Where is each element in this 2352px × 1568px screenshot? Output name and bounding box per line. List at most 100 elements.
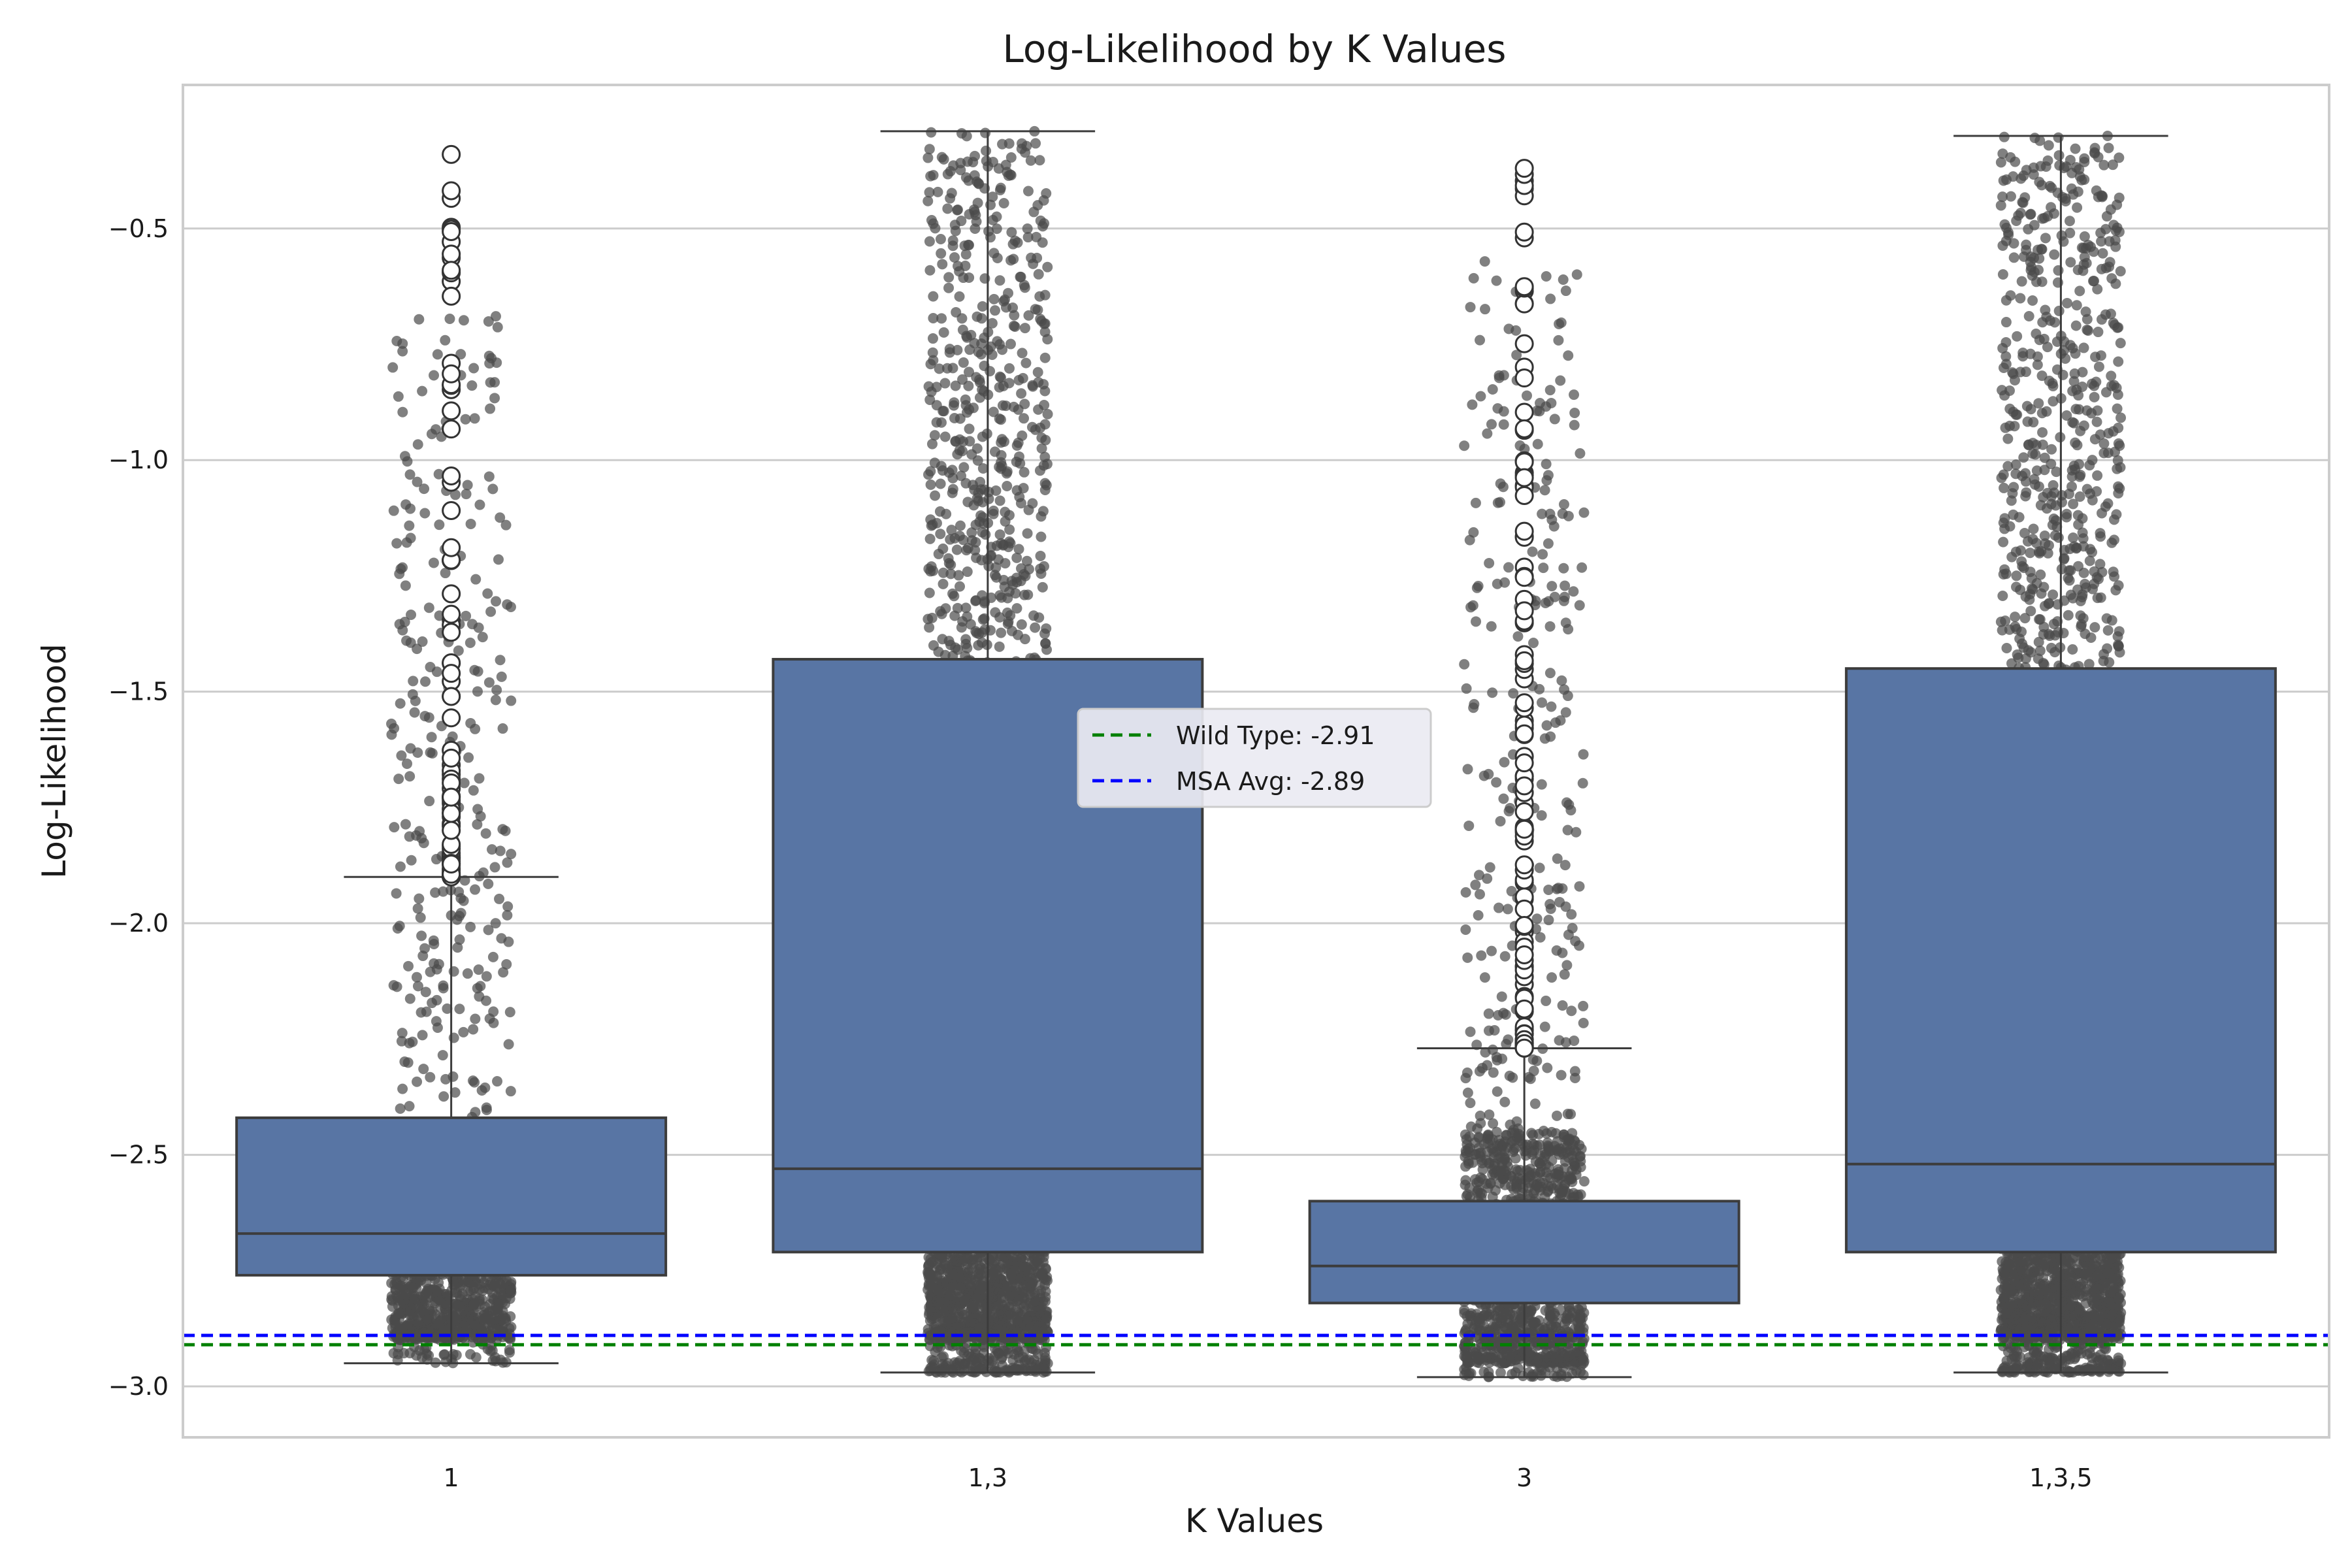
- strip-point: [458, 315, 469, 326]
- strip-point: [994, 275, 1005, 286]
- strip-point: [421, 1354, 433, 1365]
- strip-point: [1039, 326, 1051, 337]
- strip-point: [442, 1003, 453, 1014]
- strip-point: [958, 436, 969, 447]
- strip-point: [496, 671, 507, 682]
- strip-point: [1004, 138, 1015, 149]
- strip-point: [1011, 603, 1022, 614]
- strip-point: [931, 417, 942, 428]
- strip-point: [970, 1348, 981, 1360]
- strip-point: [498, 967, 509, 978]
- strip-point: [450, 489, 461, 500]
- strip-point: [947, 483, 958, 495]
- strip-point: [961, 407, 972, 418]
- strip-point: [416, 1007, 427, 1018]
- strip-point: [924, 187, 935, 198]
- strip-point: [937, 259, 948, 270]
- strip-point: [996, 463, 1007, 474]
- strip-point: [397, 1083, 408, 1094]
- strip-point: [994, 382, 1005, 393]
- strip-point: [404, 469, 416, 480]
- strip-point: [1021, 1262, 1032, 1273]
- strip-point: [1028, 610, 1039, 621]
- strip-point: [394, 619, 405, 630]
- strip-point: [452, 942, 463, 953]
- strip-point: [388, 505, 399, 516]
- strip-point: [988, 293, 1000, 304]
- strip-point: [1017, 372, 1028, 384]
- strip-point: [945, 166, 956, 177]
- strip-point: [990, 1264, 1001, 1275]
- strip-point: [414, 893, 425, 904]
- strip-point: [941, 508, 952, 519]
- strip-point: [973, 629, 985, 640]
- strip-point: [434, 1294, 445, 1305]
- strip-point: [387, 362, 399, 373]
- strip-point: [462, 480, 473, 491]
- strip-point: [391, 335, 402, 346]
- strip-point: [497, 824, 508, 835]
- strip-point: [483, 677, 495, 688]
- strip-point: [956, 622, 967, 633]
- strip-point: [468, 785, 479, 796]
- strip-point: [474, 991, 485, 1002]
- strip-point: [1033, 269, 1044, 280]
- strip-point: [943, 272, 955, 283]
- strip-point: [945, 559, 956, 570]
- strip-point: [1019, 399, 1030, 410]
- strip-point: [983, 1281, 994, 1292]
- strip-point: [391, 888, 402, 899]
- strip-point: [980, 529, 991, 540]
- strip-point: [1012, 237, 1023, 248]
- strip-point: [1041, 1324, 1052, 1335]
- strip-point: [926, 612, 938, 623]
- strip-point: [923, 469, 934, 480]
- strip-point: [966, 535, 977, 546]
- strip-point: [938, 154, 949, 165]
- strip-point: [394, 921, 405, 932]
- strip-point: [938, 543, 949, 554]
- strip-point: [411, 972, 422, 983]
- strip-point: [1025, 1365, 1036, 1376]
- strip-point: [391, 538, 402, 549]
- strip-point: [389, 723, 400, 734]
- strip-point: [489, 393, 500, 404]
- strip-point: [465, 921, 476, 932]
- strip-point: [504, 1347, 515, 1358]
- strip-point: [483, 1313, 494, 1324]
- strip-point: [942, 203, 953, 214]
- strip-point: [925, 1254, 936, 1265]
- strip-point: [1042, 408, 1053, 419]
- strip-point: [414, 826, 425, 837]
- strip-point: [949, 591, 960, 602]
- strip-point: [492, 321, 503, 333]
- strip-point: [1039, 352, 1051, 363]
- strip-point: [958, 462, 970, 473]
- strip-point: [1003, 287, 1014, 299]
- strip-point: [976, 338, 987, 349]
- strip-point: [505, 1086, 516, 1097]
- strip-point: [469, 413, 480, 424]
- strip-point: [391, 981, 402, 992]
- strip-point: [969, 170, 980, 181]
- strip-point: [974, 374, 985, 385]
- strip-point: [412, 476, 423, 487]
- strip-point: [988, 508, 999, 519]
- strip-point: [459, 777, 470, 789]
- strip-point: [1004, 510, 1015, 521]
- strip-point: [924, 144, 935, 155]
- strip-point: [433, 468, 444, 480]
- strip-point: [419, 483, 430, 495]
- strip-point: [483, 878, 494, 889]
- strip-point: [502, 909, 513, 921]
- strip-point: [964, 423, 975, 434]
- strip-point: [948, 400, 959, 411]
- strip-point: [988, 248, 1000, 259]
- strip-point: [490, 918, 501, 929]
- strip-point: [995, 414, 1006, 425]
- strip-point: [1038, 561, 1049, 572]
- strip-point: [997, 344, 1008, 355]
- strip-point: [461, 489, 472, 500]
- strip-point: [928, 1359, 939, 1370]
- strip-point: [462, 968, 473, 979]
